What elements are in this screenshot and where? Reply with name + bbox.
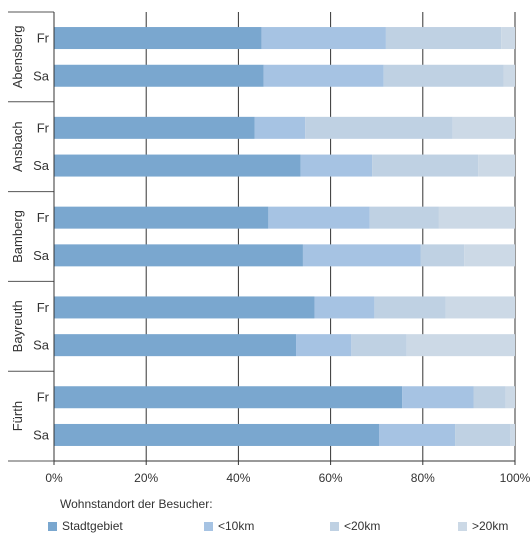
bar-bayreuth-sa-20km xyxy=(406,334,515,357)
row-label-ansbach-fr: Fr xyxy=(37,120,50,135)
bar-bayreuth-fr-20km xyxy=(445,296,515,319)
group-label-bamberg: Bamberg xyxy=(10,210,25,263)
bar-abensberg-fr-20km xyxy=(501,27,515,50)
x-tick-label-2: 40% xyxy=(226,471,250,485)
bar-abensberg-fr-10km xyxy=(261,27,386,50)
bar-bamberg-fr-20km xyxy=(438,206,515,229)
legend-swatch xyxy=(330,521,339,531)
x-tick-label-1: 20% xyxy=(134,471,158,485)
x-tick-label-5: 100% xyxy=(500,471,530,485)
bar-bamberg-fr-10km xyxy=(268,206,370,229)
row-label-f-rth-fr: Fr xyxy=(37,390,50,405)
legend-title: Wohnstandort der Besucher: xyxy=(60,497,213,511)
bar-bamberg-sa-20km xyxy=(464,244,515,267)
legend-swatch xyxy=(48,521,57,531)
row-label-bayreuth-sa: Sa xyxy=(33,338,50,353)
group-label-bayreuth: Bayreuth xyxy=(10,300,25,352)
row-label-abensberg-fr: Fr xyxy=(37,31,50,46)
bar-bayreuth-sa-10km xyxy=(296,334,352,357)
bar-f-rth-fr-20km xyxy=(505,386,515,409)
legend-swatch xyxy=(458,521,467,531)
row-label-abensberg-sa: Sa xyxy=(33,68,50,83)
bar-abensberg-sa-stadtgebiet xyxy=(54,64,264,87)
bar-bayreuth-fr-stadtgebiet xyxy=(54,296,315,319)
bar-abensberg-fr-20km xyxy=(385,27,502,50)
bar-bayreuth-sa-20km xyxy=(351,334,407,357)
bar-ansbach-sa-stadtgebiet xyxy=(54,154,301,177)
bar-bamberg-sa-stadtgebiet xyxy=(54,244,303,267)
legend-item-10km: <10km xyxy=(204,519,254,533)
legend-label: Stadtgebiet xyxy=(62,519,123,533)
bar-ansbach-fr-20km xyxy=(305,116,453,139)
legend-item-20km: <20km xyxy=(330,519,380,533)
bar-bamberg-sa-20km xyxy=(420,244,465,267)
bar-ansbach-sa-10km xyxy=(300,154,373,177)
bar-bamberg-sa-10km xyxy=(302,244,421,267)
legend-label: <20km xyxy=(344,519,381,533)
bar-bayreuth-sa-stadtgebiet xyxy=(54,334,297,357)
bar-ansbach-sa-20km xyxy=(478,154,515,177)
group-label-ansbach: Ansbach xyxy=(10,121,25,172)
bar-abensberg-fr-stadtgebiet xyxy=(54,27,262,50)
group-label-f-rth: Fürth xyxy=(10,401,25,431)
bar-ansbach-fr-stadtgebiet xyxy=(54,116,255,139)
bar-abensberg-sa-10km xyxy=(263,64,384,87)
bar-ansbach-sa-20km xyxy=(372,154,479,177)
row-label-ansbach-sa: Sa xyxy=(33,158,50,173)
bar-f-rth-fr-stadtgebiet xyxy=(54,386,403,409)
bar-abensberg-sa-20km xyxy=(503,64,515,87)
row-label-bamberg-fr: Fr xyxy=(37,210,50,225)
legend-swatch xyxy=(204,521,213,531)
bar-bamberg-fr-stadtgebiet xyxy=(54,206,269,229)
legend: Stadtgebiet <10km <20km >20km xyxy=(0,519,530,537)
bar-ansbach-fr-10km xyxy=(254,116,306,139)
bar-bayreuth-fr-20km xyxy=(374,296,446,319)
bar-f-rth-sa-stadtgebiet xyxy=(54,423,380,446)
row-label-f-rth-sa: Sa xyxy=(33,427,50,442)
bar-ansbach-fr-20km xyxy=(452,116,515,139)
x-tick-label-3: 60% xyxy=(319,471,343,485)
legend-label: <10km xyxy=(218,519,255,533)
bar-bayreuth-fr-10km xyxy=(314,296,375,319)
row-label-bayreuth-fr: Fr xyxy=(37,300,50,315)
x-tick-label-0: 0% xyxy=(45,471,63,485)
bar-f-rth-sa-20km xyxy=(510,423,515,446)
bar-f-rth-sa-10km xyxy=(379,423,456,446)
bar-f-rth-fr-10km xyxy=(402,386,474,409)
bar-f-rth-fr-20km xyxy=(473,386,506,409)
row-label-bamberg-sa: Sa xyxy=(33,248,50,263)
bar-abensberg-sa-20km xyxy=(383,64,504,87)
legend-label: >20km xyxy=(472,519,509,533)
bar-bamberg-fr-20km xyxy=(369,206,439,229)
x-tick-label-4: 80% xyxy=(411,471,435,485)
legend-item-20km: >20km xyxy=(458,519,508,533)
bar-f-rth-sa-20km xyxy=(455,423,511,446)
legend-item-stadtgebiet: Stadtgebiet xyxy=(48,519,123,533)
group-label-abensberg: Abensberg xyxy=(10,25,25,88)
